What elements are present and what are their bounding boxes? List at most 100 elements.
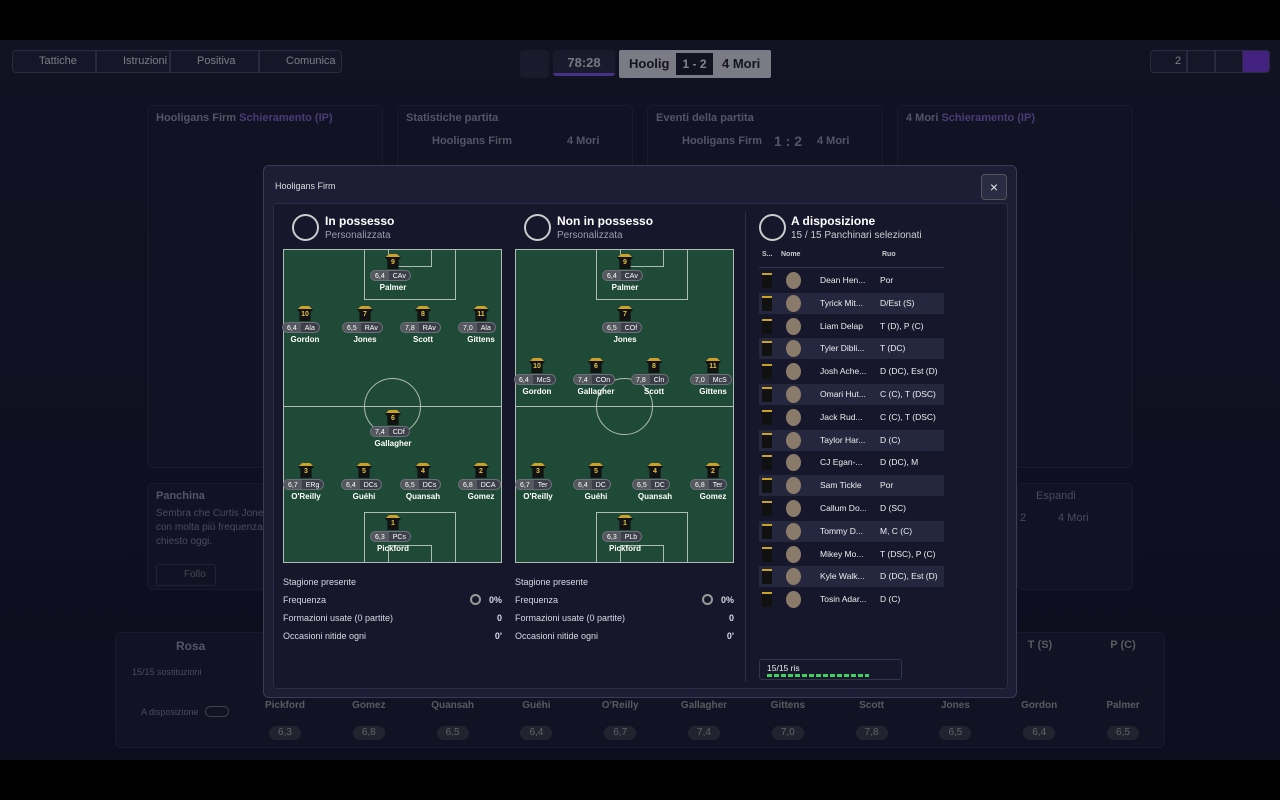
- jersey-number: 7: [357, 306, 373, 321]
- player-row[interactable]: Callum Do... D (SC): [759, 498, 944, 519]
- stat-label: Frequenza: [515, 595, 559, 605]
- player-role: Ter: [537, 482, 548, 489]
- rating-pill: 6,5 DCs: [400, 479, 442, 490]
- rating-pill: 6,4 Ala: [282, 322, 320, 333]
- player-role: T (DSC), P (C): [880, 548, 936, 559]
- player-role: COf: [624, 325, 638, 332]
- rating-pill: 6,4 McS: [514, 374, 556, 385]
- player-rating: 7,0: [459, 323, 477, 332]
- jersey-number: 6: [588, 358, 604, 373]
- player-avatar: [786, 500, 801, 517]
- player-row[interactable]: Tyrick Mit... D/Est (S): [759, 292, 944, 314]
- player-name: Gittens: [467, 335, 495, 344]
- stats-title: Stagione presente: [515, 577, 589, 587]
- shirt-icon: [762, 387, 772, 402]
- player-name: Gordon: [522, 387, 552, 396]
- jersey-number: 6: [385, 410, 401, 425]
- jersey-number: 3: [298, 463, 314, 478]
- player-role: D (C): [880, 594, 901, 605]
- player-row[interactable]: Jack Rud... C (C), T (DSC): [759, 407, 944, 428]
- stat-value: 0: [728, 613, 734, 623]
- rating-pill: 6,4 DC: [573, 479, 611, 490]
- player-row[interactable]: Sam Tickle Por: [759, 475, 944, 497]
- formation-subtitle: Personalizzata: [557, 230, 623, 241]
- player-rating: 7,4: [371, 427, 389, 436]
- player-name: Jack Rud...: [820, 411, 863, 422]
- player-role: Por: [880, 275, 894, 285]
- shirt-icon: [762, 569, 772, 585]
- jersey-number: 11: [473, 306, 489, 321]
- rating-pill: 6,5 DC: [632, 479, 670, 490]
- player-avatar: [786, 591, 801, 609]
- player-row[interactable]: Omari Hut... C (C), T (DSC): [759, 384, 944, 405]
- shirt-icon: [762, 523, 772, 539]
- center-circle: [596, 378, 653, 435]
- jersey-number: 1: [617, 515, 633, 530]
- player-name: Gordon: [290, 335, 320, 344]
- player-row[interactable]: Mikey Mo... T (DSC), P (C): [759, 544, 944, 565]
- player-role: Ter: [712, 482, 723, 489]
- shirt-icon: [762, 364, 772, 380]
- player-role: DC: [595, 482, 606, 489]
- player-role: CAv: [392, 273, 406, 280]
- player-name: Tyrick Mit...: [820, 297, 863, 308]
- player-name: Gomez: [467, 492, 495, 501]
- rating-pill: 6,7 Ter: [515, 479, 553, 490]
- player-name: Scott: [413, 335, 433, 344]
- player-row[interactable]: Taylor Har... D (C): [759, 429, 944, 451]
- player-role: D (DC), M: [880, 457, 919, 468]
- player-rating: 6,4: [342, 480, 360, 489]
- player-row[interactable]: Josh Ache... D (DC), Est (D): [759, 361, 944, 382]
- player-role: Por: [880, 480, 894, 491]
- player-role: T (DC): [880, 343, 906, 354]
- divider: [745, 212, 746, 682]
- player-role: D (SC): [880, 503, 906, 513]
- player-role: ERg: [305, 482, 320, 489]
- player-role: COn: [595, 377, 611, 384]
- close-button[interactable]: ×: [981, 174, 1007, 200]
- player-avatar: [786, 408, 801, 426]
- rating-pill: 7,8 Cln: [631, 374, 670, 385]
- shirt-icon: [762, 341, 772, 357]
- player-name: Kyle Walk...: [820, 571, 865, 582]
- player-name: Gallagher: [374, 439, 412, 448]
- selection-footer: 15/15 ris: [759, 659, 902, 680]
- stat-label: Occasioni nitide ogni: [283, 631, 367, 641]
- player-avatar: [786, 545, 801, 563]
- player-rating: 6,5: [343, 323, 361, 332]
- player-row[interactable]: Tommy D... M, C (C): [759, 520, 944, 542]
- shirt-icon: [762, 318, 772, 334]
- player-row[interactable]: Kyle Walk... D (DC), Est (D): [759, 566, 944, 588]
- player-row[interactable]: Liam Delap T (D), P (C): [759, 316, 944, 337]
- modal-title: Hooligans Firm: [275, 181, 336, 191]
- player-avatar: [786, 568, 801, 586]
- player-role: D (DC), Est (D): [880, 571, 938, 582]
- player-avatar: [786, 317, 801, 335]
- player-name: Palmer: [611, 283, 639, 292]
- stat-value: 0%: [488, 595, 502, 605]
- player-row[interactable]: Dean Hen... Por: [759, 270, 944, 291]
- jersey-number: 8: [415, 306, 431, 321]
- formation-title: In possesso: [325, 214, 395, 228]
- frequency-icon: [702, 594, 713, 605]
- shirt-icon: [762, 592, 772, 608]
- player-name: Taylor Har...: [820, 434, 866, 445]
- player-row[interactable]: CJ Egan-... D (DC), M: [759, 452, 944, 473]
- jersey-number: 5: [588, 463, 604, 478]
- player-avatar: [786, 522, 801, 540]
- stats-title: Stagione presente: [283, 577, 357, 587]
- player-rating: 6,5: [603, 323, 621, 332]
- player-role: DCs: [363, 482, 378, 489]
- list-header: S...: [762, 251, 773, 258]
- player-name: Pickford: [376, 544, 409, 553]
- player-row[interactable]: Tyler Dibli... T (DC): [759, 338, 944, 360]
- player-name: Jones: [353, 335, 377, 344]
- player-rating: 6,4: [603, 271, 621, 280]
- player-rating: 7,8: [401, 323, 419, 332]
- rating-pill: 6,5 RAv: [342, 322, 383, 333]
- player-name: CJ Egan-...: [820, 457, 863, 468]
- player-row[interactable]: Tosin Adar... D (C): [759, 589, 944, 610]
- formation-icon: [524, 214, 551, 241]
- player-rating: 6,4: [574, 480, 592, 489]
- rating-pill: 6,4 CAv: [602, 270, 643, 281]
